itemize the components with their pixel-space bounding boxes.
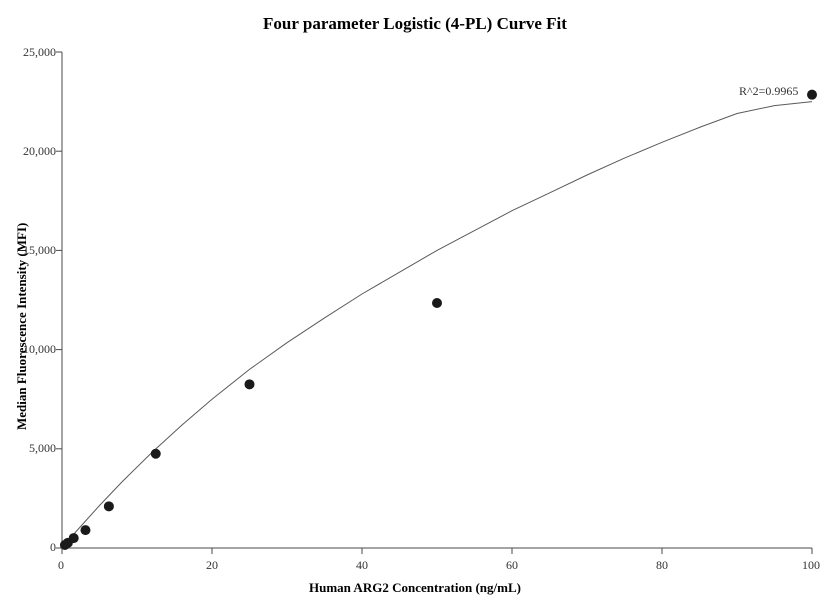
x-tick-label: 40 bbox=[356, 558, 368, 573]
x-tick-label: 80 bbox=[656, 558, 668, 573]
y-ticks bbox=[56, 52, 62, 548]
data-point bbox=[69, 533, 79, 543]
x-ticks bbox=[62, 548, 812, 554]
y-tick-label: 15,000 bbox=[23, 243, 56, 258]
data-point bbox=[151, 449, 161, 459]
x-tick-label: 100 bbox=[802, 558, 820, 573]
y-tick-label: 25,000 bbox=[23, 45, 56, 60]
data-point bbox=[432, 298, 442, 308]
x-tick-label: 60 bbox=[506, 558, 518, 573]
y-tick-label: 10,000 bbox=[23, 342, 56, 357]
y-tick-label: 20,000 bbox=[23, 144, 56, 159]
scatter-points bbox=[60, 90, 817, 550]
chart-container: { "chart": { "type": "scatter-with-fit-c… bbox=[0, 0, 830, 616]
data-point bbox=[80, 525, 90, 535]
y-tick-label: 0 bbox=[50, 540, 56, 555]
y-tick-label: 5,000 bbox=[29, 441, 56, 456]
x-axis-label: Human ARG2 Concentration (ng/mL) bbox=[0, 580, 830, 596]
r-squared-annotation: R^2=0.9965 bbox=[739, 84, 798, 99]
data-point bbox=[807, 90, 817, 100]
x-tick-label: 0 bbox=[58, 558, 64, 573]
fit-curve bbox=[62, 102, 812, 548]
data-point bbox=[104, 501, 114, 511]
x-tick-label: 20 bbox=[206, 558, 218, 573]
data-point bbox=[245, 379, 255, 389]
chart-title: Four parameter Logistic (4-PL) Curve Fit bbox=[0, 14, 830, 34]
plot-svg bbox=[0, 0, 830, 616]
